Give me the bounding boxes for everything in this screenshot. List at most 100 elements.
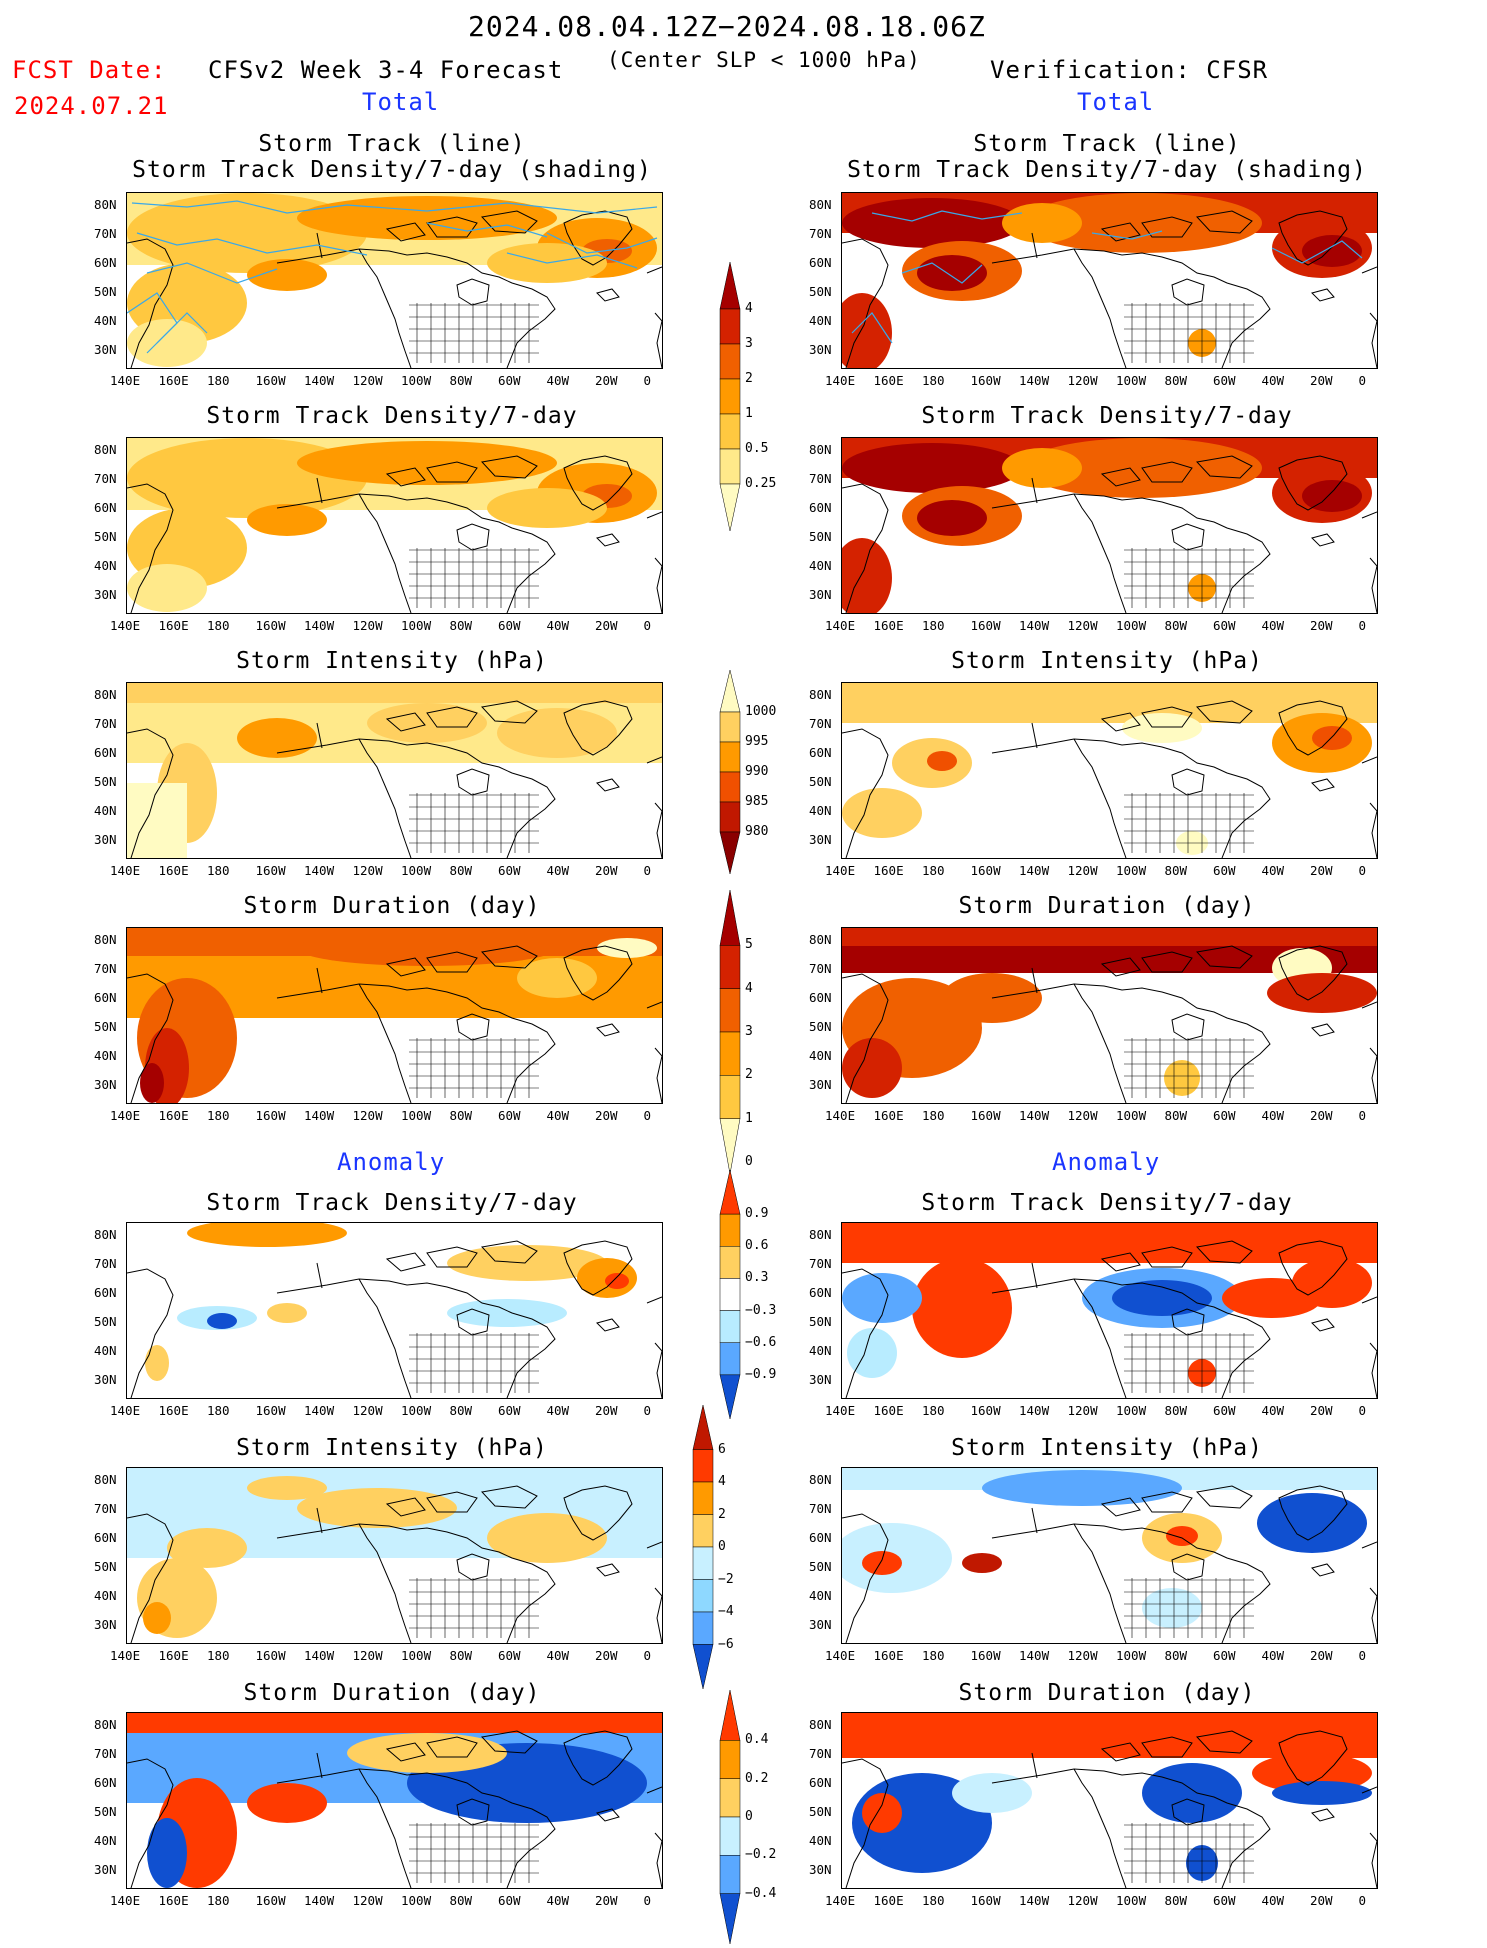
title-anom-density-left: Storm Track Density/7-day [206,1190,578,1216]
lon-tick-label: 0 [1358,373,1367,388]
lat-tick-label: 80N [809,932,832,947]
colorbar-intensity-anomaly-label: −4 [718,1604,734,1619]
lon-tick-label: 160E [873,1403,904,1418]
lon-tick-label: 160E [873,1108,904,1123]
colorbar-intensity-total-label: 985 [745,794,769,809]
map-panel-3-verification [841,927,1378,1104]
lon-tick-label: 100W [1116,618,1147,633]
lat-tick-label: 60N [809,1530,832,1545]
colorbar-density-total [719,261,741,535]
lon-tick-label: 160E [873,618,904,633]
lat-tick-label: 30N [94,342,117,357]
lon-tick-label: 160E [873,863,904,878]
lat-tick-label: 50N [94,1559,117,1574]
lon-tick-label: 160E [158,373,189,388]
colorbar-density-total-label: 2 [745,371,753,386]
lon-tick-label: 140E [110,373,141,388]
title-track-line-left: Storm Track (line) [258,131,526,157]
lat-tick-label: 60N [94,1530,117,1545]
colorbar-duration-anomaly-label: 0.2 [745,1770,769,1786]
title-density-left: Storm Track Density/7-day [206,403,578,429]
lon-tick-label: 180 [207,1108,230,1123]
title-duration-right: Storm Duration (day) [958,893,1256,919]
lon-tick-label: 140E [825,863,856,878]
lon-tick-label: 160W [970,1403,1001,1418]
lon-tick-label: 140W [304,618,335,633]
lon-tick-label: 140E [825,373,856,388]
colorbar-intensity-total-label: 995 [745,734,769,749]
lat-tick-label: 60N [94,745,117,760]
fcst-date-value: 2024.07.21 [14,92,169,120]
map-panel-4-forecast [126,1222,663,1399]
lat-tick-label: 50N [94,1804,117,1819]
lon-tick-label: 20W [1310,373,1333,388]
lon-tick-label: 160W [970,373,1001,388]
lat-tick-label: 80N [94,1472,117,1487]
lon-tick-label: 80W [449,1893,473,1908]
lon-tick-label: 160E [158,1403,189,1418]
colorbar-density-total-label: 0.5 [745,441,769,456]
lat-tick-label: 50N [94,1314,117,1329]
colorbar-duration-anomaly [719,1689,741,1948]
lon-tick-label: 180 [207,1648,230,1663]
lon-tick-label: 180 [922,1108,945,1123]
lon-tick-label: 160W [255,1108,286,1123]
lat-tick-label: 60N [94,1775,117,1790]
lon-tick-label: 20W [595,618,618,633]
lon-tick-label: 20W [595,1108,618,1123]
title-intensity-left: Storm Intensity (hPa) [236,648,548,674]
lon-tick-label: 120W [352,1648,383,1663]
lon-tick-label: 80W [449,373,473,388]
lon-tick-label: 120W [352,863,383,878]
lon-tick-label: 80W [1164,1108,1188,1123]
lon-tick-label: 140E [825,1648,856,1663]
lat-tick-label: 70N [94,471,117,486]
colorbar-duration-anomaly-label: 0 [745,1809,753,1824]
colorbar-duration-total-label: 4 [745,980,753,996]
lat-tick-label: 40N [94,1048,117,1063]
lon-tick-label: 80W [449,1108,473,1123]
lon-tick-label: 0 [643,618,652,633]
lon-tick-label: 160E [158,618,189,633]
map-panel-0-forecast [126,192,663,369]
lon-tick-label: 40W [546,1403,570,1418]
verification-label: Verification: CFSR [990,56,1269,84]
lat-tick-label: 60N [809,1775,832,1790]
lon-tick-label: 160W [970,1108,1001,1123]
colorbar-intensity-anomaly-label: −2 [718,1571,734,1587]
lon-tick-label: 20W [1310,1108,1333,1123]
title-anom-duration-right: Storm Duration (day) [958,1680,1256,1706]
lon-tick-label: 40W [1261,373,1285,388]
model-title: CFSv2 Week 3-4 Forecast [208,56,564,84]
lon-tick-label: 160E [158,863,189,878]
lat-tick-label: 60N [94,990,117,1005]
lat-tick-label: 70N [94,1256,117,1271]
lat-tick-label: 30N [809,342,832,357]
lon-tick-label: 100W [401,373,432,388]
colorbar-duration-anomaly-label: 0.4 [745,1732,769,1748]
colorbar-density-anomaly-label: 0.9 [745,1206,769,1222]
lat-tick-label: 50N [809,1559,832,1574]
slp-criterion: (Center SLP < 1000 hPa) [607,48,921,72]
lat-tick-label: 80N [809,1227,832,1242]
lat-tick-label: 60N [809,1285,832,1300]
lon-tick-label: 180 [207,1403,230,1418]
map-panel-4-verification [841,1222,1378,1399]
lon-tick-label: 180 [922,1648,945,1663]
title-anom-intensity-left: Storm Intensity (hPa) [236,1435,548,1461]
lon-tick-label: 60W [498,863,521,878]
colorbar-intensity-total [719,669,741,878]
lat-tick-label: 30N [809,1617,832,1632]
lat-tick-label: 50N [809,774,832,789]
lat-tick-label: 40N [809,803,832,818]
lon-tick-label: 160E [873,1648,904,1663]
title-anom-density-right: Storm Track Density/7-day [921,1190,1293,1216]
lon-tick-label: 120W [352,618,383,633]
lon-tick-label: 60W [498,1403,521,1418]
lon-tick-label: 140E [110,1108,141,1123]
lon-tick-label: 60W [1213,373,1236,388]
lat-tick-label: 80N [809,687,832,702]
section-total-left: Total [362,88,440,116]
lat-tick-label: 40N [94,1833,117,1848]
lon-tick-label: 120W [352,1108,383,1123]
